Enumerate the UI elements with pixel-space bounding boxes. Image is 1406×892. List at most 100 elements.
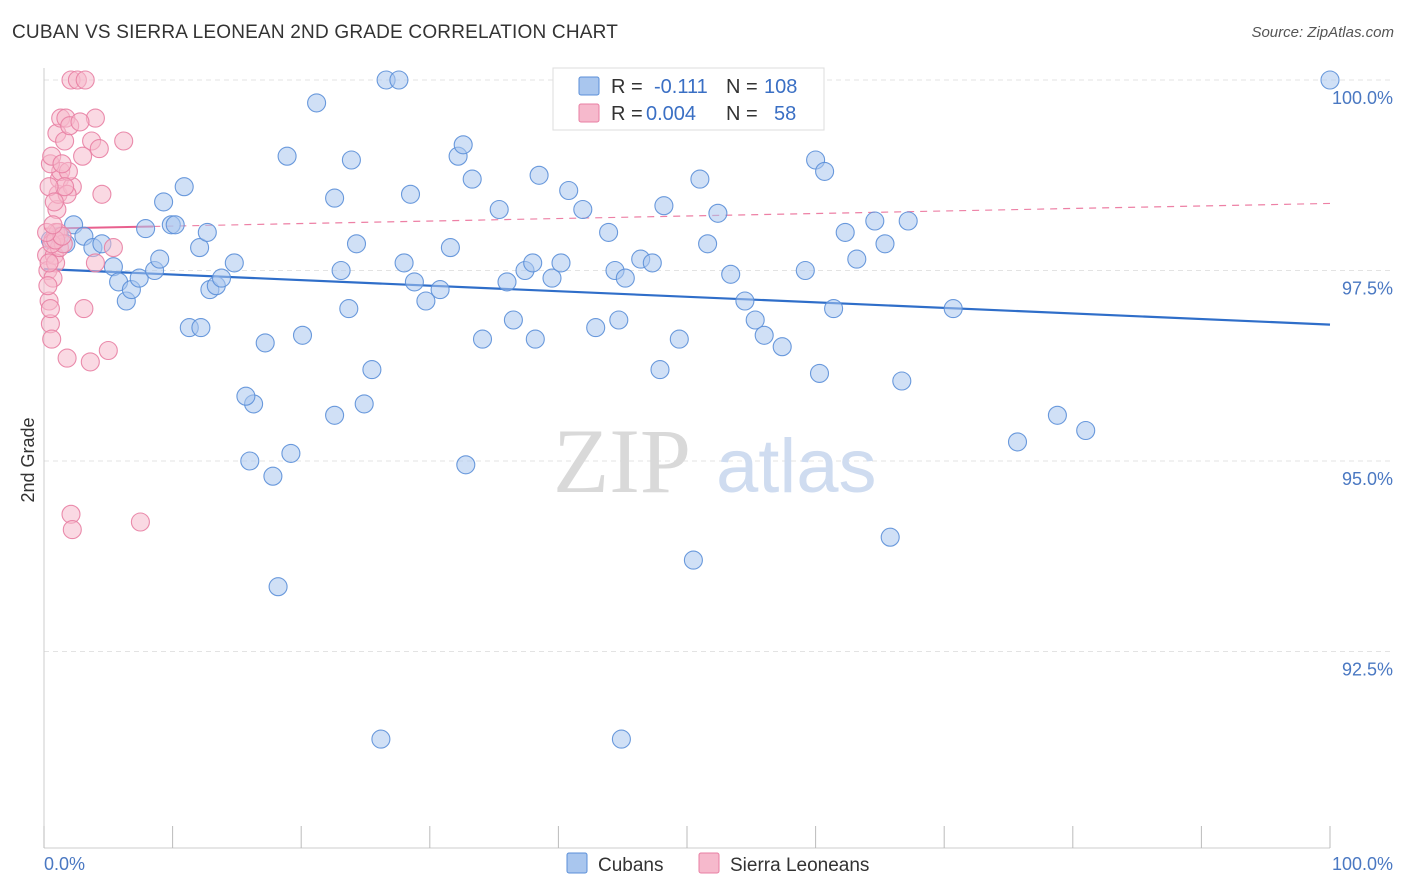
- point-cubans-57: [472, 329, 493, 349]
- point-cubans-95: [865, 211, 885, 231]
- point-cubans-84: [735, 291, 755, 311]
- point-cubans-63: [525, 329, 545, 349]
- watermark-atlas: atlas: [716, 424, 877, 509]
- point-sierra-leoneans-34: [75, 70, 95, 90]
- point-cubans-17: [165, 215, 185, 235]
- point-cubans-43: [362, 360, 382, 380]
- trend-line-sierra-leoneans-dashed: [153, 202, 1331, 228]
- point-cubans-29: [236, 386, 256, 406]
- point-cubans-15: [154, 192, 174, 212]
- watermark: ZIP atlas: [553, 410, 877, 512]
- point-sierra-leoneans-47: [130, 512, 150, 532]
- point-cubans-104: [1320, 70, 1340, 90]
- point-cubans-28: [240, 451, 260, 471]
- point-cubans-54: [453, 135, 473, 155]
- watermark-zip: ZIP: [553, 410, 691, 512]
- point-cubans-83: [721, 264, 741, 284]
- point-sierra-leoneans-41: [80, 352, 100, 372]
- point-cubans-106: [611, 729, 631, 749]
- data-points: [37, 70, 1340, 749]
- series-cubans: [40, 70, 1340, 749]
- point-sierra-leoneans-37: [89, 139, 109, 159]
- legend-r-value-2: 0.004: [646, 103, 696, 125]
- point-cubans-12: [136, 219, 156, 239]
- point-cubans-58: [489, 199, 509, 220]
- point-cubans-93: [835, 222, 855, 242]
- bottom-legend: Cubans Sierra Leoneans: [566, 852, 869, 876]
- point-cubans-34: [281, 443, 301, 463]
- bottom-legend-swatch-cubans: [566, 852, 588, 874]
- point-cubans-70: [599, 222, 619, 242]
- chart-title: CUBAN VS SIERRA LEONEAN 2ND GRADE CORREL…: [12, 22, 619, 43]
- point-cubans-25: [211, 268, 232, 288]
- point-sierra-leoneans-40: [74, 299, 94, 319]
- point-cubans-46: [339, 299, 359, 319]
- point-cubans-36: [307, 93, 327, 113]
- point-cubans-47: [394, 253, 414, 273]
- point-cubans-40: [341, 150, 361, 170]
- point-cubans-75: [642, 253, 662, 273]
- point-cubans-33: [277, 146, 297, 166]
- point-sierra-leoneans-29: [44, 192, 64, 212]
- point-sierra-leoneans-54: [39, 253, 59, 273]
- point-cubans-68: [573, 199, 593, 220]
- point-cubans-60: [503, 310, 523, 330]
- point-cubans-81: [698, 234, 718, 254]
- source-note: Source: ZipAtlas.com: [1251, 24, 1394, 41]
- point-cubans-73: [615, 268, 635, 288]
- point-cubans-49: [404, 272, 424, 292]
- point-sierra-leoneans-43: [103, 238, 123, 258]
- point-cubans-78: [669, 329, 689, 349]
- point-cubans-88: [795, 260, 815, 281]
- point-sierra-leoneans-44: [114, 131, 134, 151]
- point-cubans-35: [292, 325, 313, 345]
- y-tick-label-2: 97.5%: [1342, 279, 1393, 299]
- point-cubans-65: [542, 268, 562, 288]
- point-cubans-18: [174, 177, 194, 197]
- series-sierra-leoneans: [37, 70, 150, 540]
- point-cubans-91: [809, 363, 830, 383]
- point-cubans-99: [898, 211, 918, 231]
- y-tick-labels: 92.5% 95.0% 97.5% 100.0%: [1332, 88, 1393, 680]
- point-cubans-102: [1047, 405, 1067, 425]
- legend-r-label-1: R =: [611, 76, 643, 98]
- point-cubans-51: [430, 280, 450, 300]
- point-cubans-92: [824, 299, 844, 319]
- point-cubans-50: [416, 291, 436, 311]
- legend-r-value-1: -0.111: [654, 76, 708, 98]
- point-cubans-80: [690, 169, 710, 189]
- point-cubans-32: [268, 577, 288, 597]
- grid-lines: [44, 79, 1393, 652]
- legend-swatch-cubans: [578, 76, 600, 96]
- point-cubans-48: [400, 184, 421, 204]
- trend-line-cubans: [43, 267, 1331, 326]
- point-sierra-leoneans-42: [98, 340, 118, 361]
- point-cubans-69: [586, 318, 606, 338]
- point-cubans-59: [497, 272, 517, 292]
- point-cubans-38: [325, 405, 345, 425]
- point-cubans-90: [815, 161, 835, 181]
- point-sierra-leoneans-39: [85, 253, 105, 273]
- legend-swatch-sierra-leoneans: [578, 103, 600, 123]
- point-cubans-26: [224, 253, 244, 273]
- point-cubans-11: [129, 268, 149, 288]
- legend-n-value-2: 58: [774, 103, 796, 125]
- bottom-legend-label-cubans: Cubans: [598, 855, 664, 876]
- point-cubans-22: [197, 222, 217, 242]
- point-cubans-87: [772, 337, 792, 357]
- point-cubans-42: [354, 394, 374, 414]
- point-cubans-66: [551, 253, 571, 273]
- bottom-legend-label-sierra-leoneans: Sierra Leoneans: [730, 855, 869, 876]
- legend-n-value-1: 108: [764, 76, 797, 98]
- point-cubans-82: [708, 203, 728, 223]
- x-tick-label-0: 0.0%: [44, 854, 85, 874]
- point-sierra-leoneans-53: [70, 112, 90, 132]
- point-cubans-72: [609, 310, 629, 330]
- point-cubans-21: [190, 238, 210, 258]
- point-cubans-41: [346, 234, 367, 254]
- point-cubans-52: [440, 238, 460, 258]
- point-cubans-101: [1007, 432, 1028, 452]
- bottom-legend-swatch-sierra-leoneans: [698, 852, 720, 874]
- point-sierra-leoneans-38: [92, 184, 112, 204]
